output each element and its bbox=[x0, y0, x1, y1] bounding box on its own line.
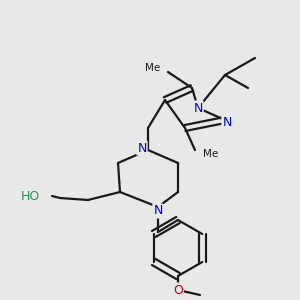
Text: N: N bbox=[153, 205, 163, 218]
Text: N: N bbox=[137, 142, 147, 154]
Text: O: O bbox=[173, 284, 183, 296]
Text: N: N bbox=[222, 116, 232, 128]
Text: HO: HO bbox=[21, 190, 40, 202]
Text: Me: Me bbox=[203, 149, 218, 159]
Text: N: N bbox=[193, 101, 203, 115]
Text: Me: Me bbox=[145, 63, 160, 73]
